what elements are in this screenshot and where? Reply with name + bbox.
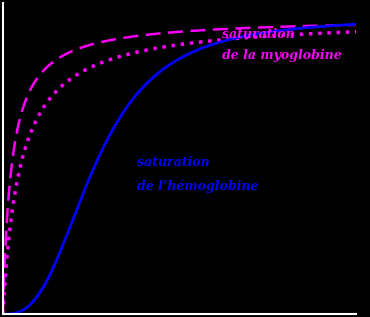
Text: saturation: saturation [137, 156, 210, 169]
Text: saturation: saturation [222, 28, 295, 42]
Text: de la myoglobine: de la myoglobine [222, 49, 342, 62]
Text: de l’hémoglobine: de l’hémoglobine [137, 179, 259, 193]
